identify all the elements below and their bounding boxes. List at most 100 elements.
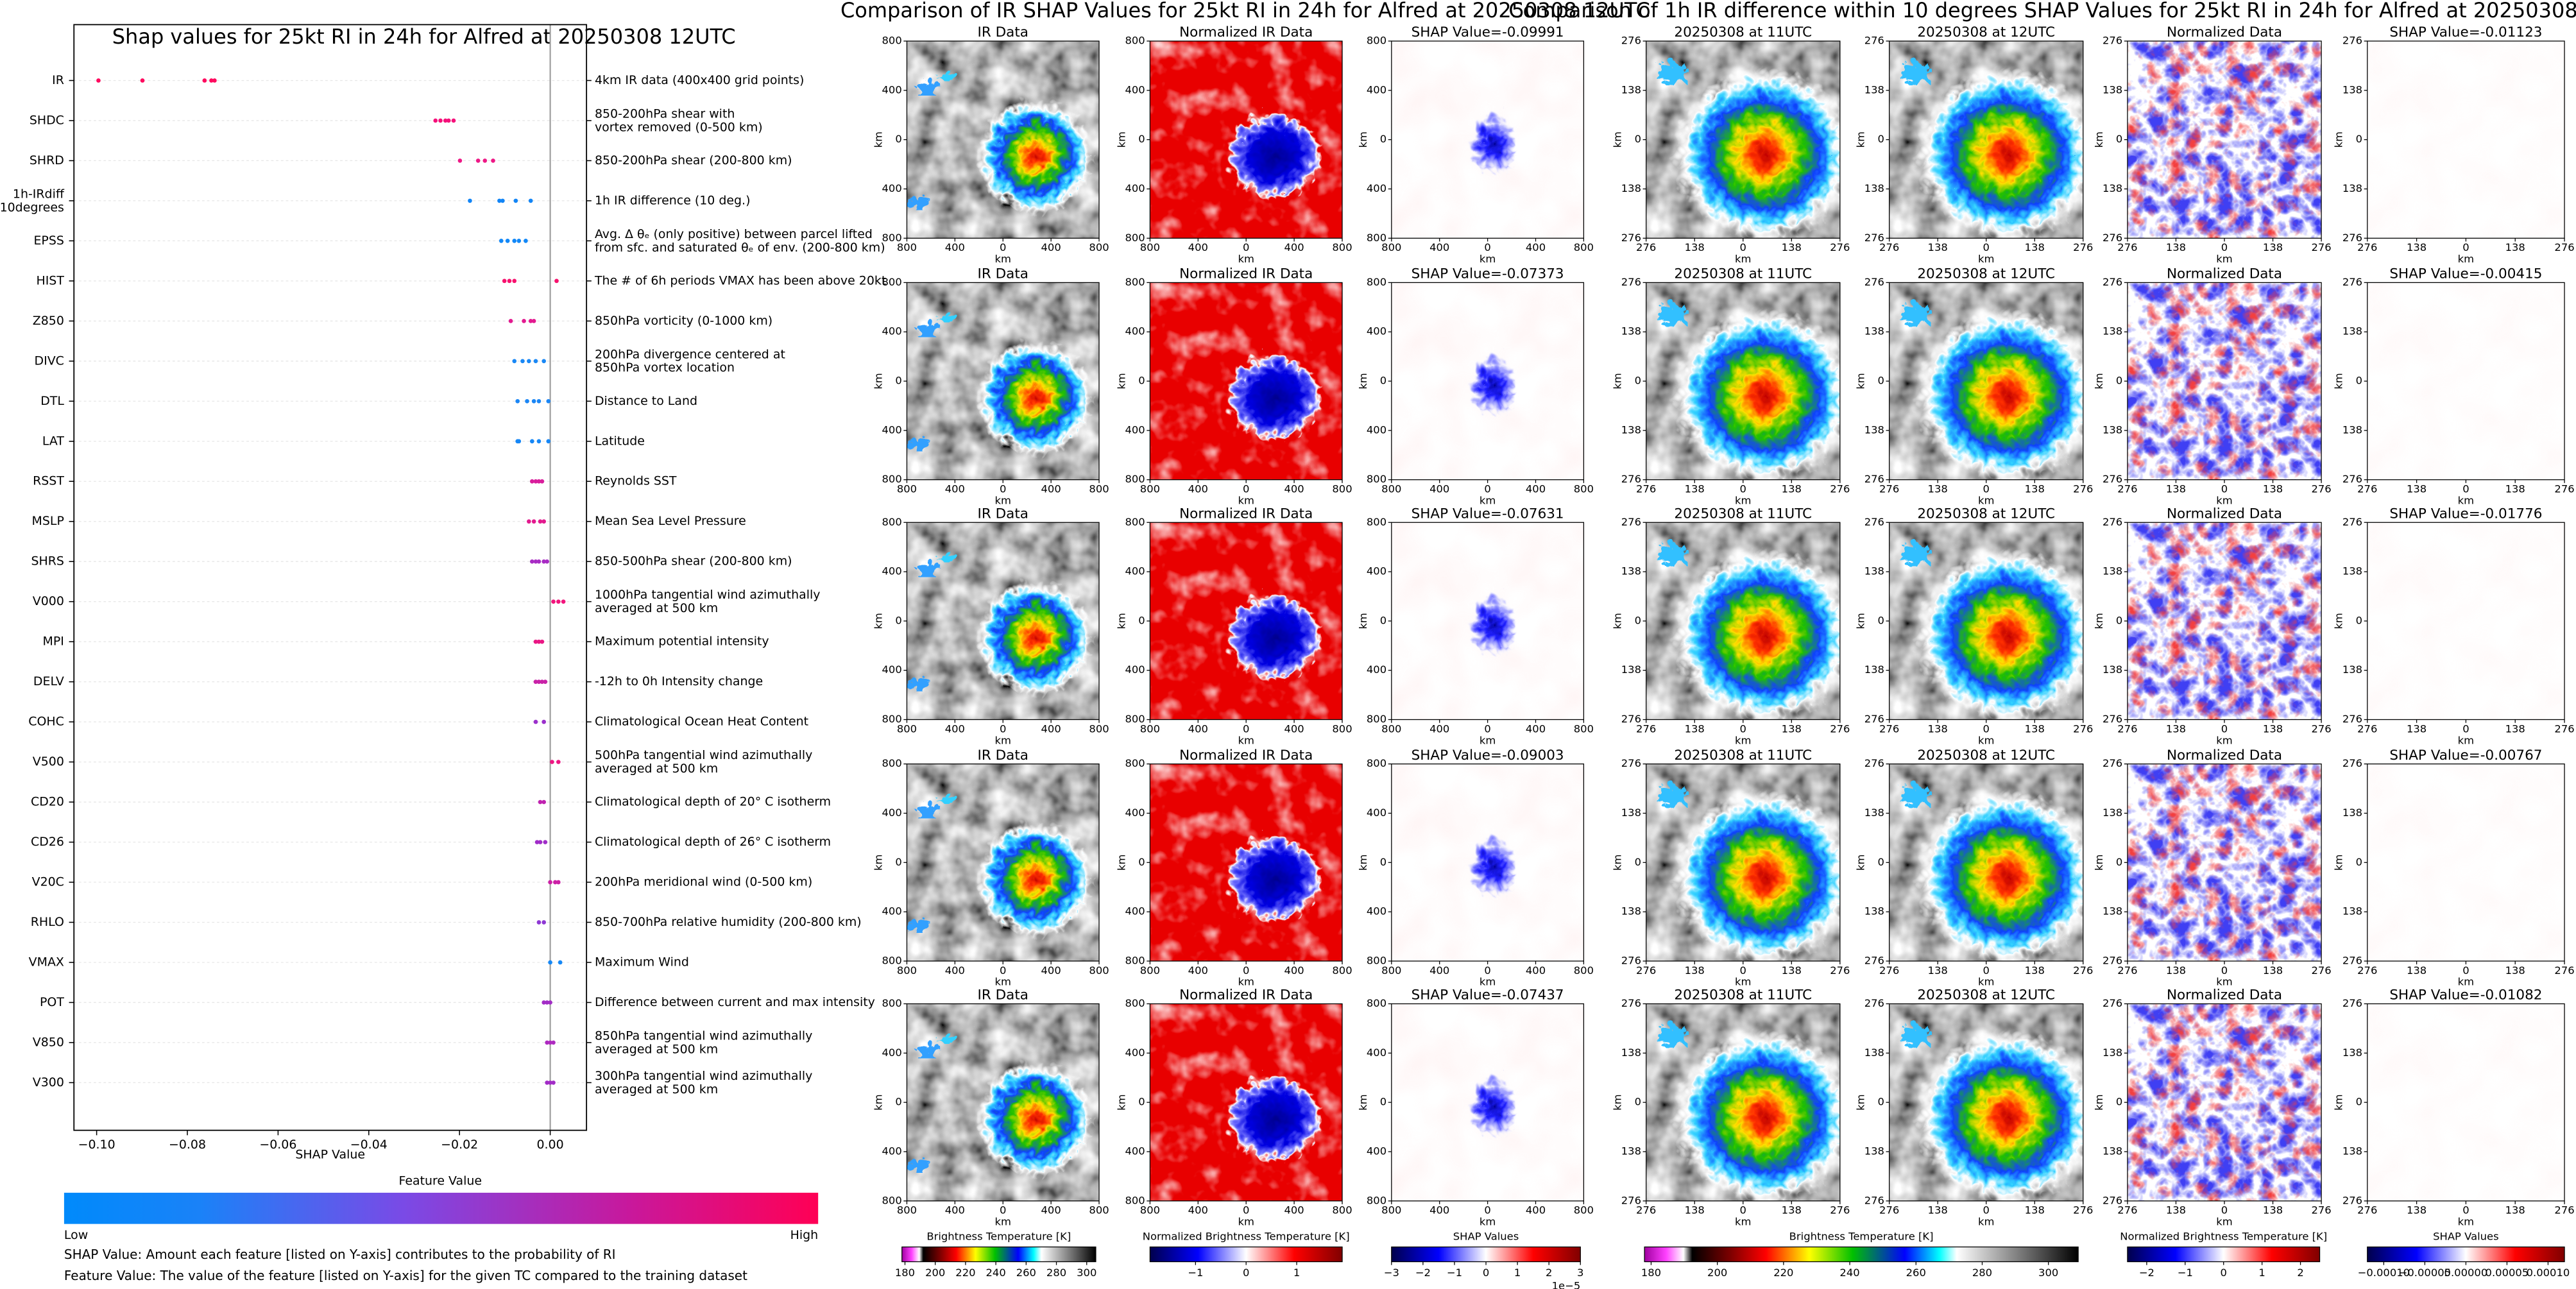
x-tick-label: 400 bbox=[1429, 964, 1449, 977]
colorbar-tick-label: 300 bbox=[1077, 1267, 1096, 1279]
x-axis-label: km bbox=[995, 976, 1011, 988]
x-tick-label: 800 bbox=[1332, 722, 1352, 735]
x-tick-label: 138 bbox=[1685, 241, 1705, 253]
y-tick-label: COHC bbox=[28, 715, 64, 729]
shap-point bbox=[457, 158, 463, 163]
panel-title: Normalized Data bbox=[2167, 506, 2282, 522]
y-tick-label: 400 bbox=[1367, 663, 1386, 676]
y-tick-label: 276 bbox=[2342, 35, 2362, 47]
x-tick-label: 400 bbox=[1429, 1204, 1449, 1216]
y-tick-label: 800 bbox=[1367, 232, 1386, 244]
y-tick-label: 800 bbox=[882, 713, 902, 725]
panel-title: 20250308 at 12UTC bbox=[1917, 747, 2055, 764]
y-tick-label: 400 bbox=[1367, 1046, 1386, 1059]
x-tick-label: 276 bbox=[2554, 964, 2574, 977]
y-tick-label: 800 bbox=[882, 954, 902, 966]
x-tick-label: 800 bbox=[1332, 1204, 1352, 1216]
y-tick-label: SHDC bbox=[30, 113, 64, 127]
shap-point bbox=[512, 359, 517, 364]
x-tick-label: 400 bbox=[1526, 1204, 1546, 1216]
shap-point bbox=[438, 118, 443, 123]
x-tick-label: 138 bbox=[1685, 722, 1705, 735]
y-tick-label: 276 bbox=[1621, 473, 1641, 485]
shap-point bbox=[491, 158, 495, 163]
shap-point bbox=[543, 679, 548, 684]
y-tick-label: 0 bbox=[1635, 375, 1641, 387]
y-tick-label: 400 bbox=[1367, 182, 1386, 194]
colorbar-label: Feature Value bbox=[398, 1174, 482, 1188]
image-panel bbox=[1392, 282, 1584, 479]
x-tick-label: 0 bbox=[1983, 241, 1990, 253]
y-tick-label: 800 bbox=[882, 473, 902, 485]
shap-point bbox=[542, 920, 547, 925]
x-tick-label: 0 bbox=[1983, 722, 1990, 735]
x-axis-label: km bbox=[995, 734, 1011, 746]
y-tick-label: 138 bbox=[2342, 83, 2362, 96]
x-tick-label: 276 bbox=[2554, 722, 2574, 735]
colorbar-tick-label: 3 bbox=[1577, 1267, 1583, 1279]
x-tick-label: 400 bbox=[1284, 1204, 1304, 1216]
x-axis-label: km bbox=[995, 494, 1011, 506]
x-tick-label: 0 bbox=[1484, 722, 1490, 735]
x-tick-label: 800 bbox=[1089, 964, 1109, 977]
x-tick-label: 138 bbox=[2166, 483, 2186, 495]
y-tick-label: 800 bbox=[1125, 997, 1145, 1009]
feature-colorbar bbox=[64, 1192, 819, 1224]
colorbar-tick-label: 280 bbox=[1972, 1267, 1992, 1279]
panel-title: 20250308 at 11UTC bbox=[1674, 24, 1812, 40]
x-axis-label: km bbox=[1480, 253, 1496, 265]
x-tick-label: 138 bbox=[1782, 722, 1802, 735]
x-tick-label: 138 bbox=[1782, 241, 1802, 253]
colorbar-label: Brightness Temperature [K] bbox=[926, 1231, 1071, 1243]
x-tick-label: 0 bbox=[2462, 1204, 2469, 1216]
section-title: Comparison of 1h IR difference within 10… bbox=[1508, 0, 2576, 22]
x-tick-label: 0 bbox=[1484, 964, 1490, 977]
image-panel bbox=[2367, 282, 2564, 479]
y-tick-label: 138 bbox=[2103, 1145, 2122, 1157]
feature-description: The # of 6h periods VMAX has been above … bbox=[594, 273, 886, 287]
panel-title: IR Data bbox=[978, 506, 1028, 522]
shap-point bbox=[546, 398, 551, 404]
y-tick-label: 800 bbox=[1125, 473, 1145, 485]
y-tick-label: 276 bbox=[2103, 473, 2122, 485]
y-tick-label: 276 bbox=[1864, 954, 1884, 966]
x-tick-label: 800 bbox=[897, 483, 917, 495]
colorbar-tick-label: −1 bbox=[1447, 1267, 1462, 1279]
y-tick-label: 0 bbox=[2356, 1096, 2362, 1108]
y-tick-label: 276 bbox=[1621, 713, 1641, 725]
y-tick-label: 0 bbox=[1380, 614, 1386, 626]
x-tick-label: 138 bbox=[2025, 1204, 2045, 1216]
shap-point bbox=[516, 439, 522, 444]
y-tick-label: 138 bbox=[2342, 905, 2362, 918]
y-axis-label: km bbox=[2093, 855, 2105, 871]
feature-description: 1h IR difference (10 deg.) bbox=[595, 193, 751, 207]
image-panel bbox=[1889, 764, 2091, 961]
y-tick-label: 276 bbox=[2342, 473, 2362, 485]
y-tick-label: 138 bbox=[1621, 325, 1641, 337]
y-axis-label: km bbox=[1612, 1094, 1624, 1110]
y-axis-label: km bbox=[1612, 132, 1624, 148]
y-tick-label: 400 bbox=[1367, 423, 1386, 436]
x-tick-label: 800 bbox=[1574, 1204, 1594, 1216]
y-tick-label: 800 bbox=[1125, 232, 1145, 244]
y-tick-label: 276 bbox=[1864, 1194, 1884, 1206]
y-tick-label: Z850 bbox=[33, 314, 64, 328]
x-tick-label: 276 bbox=[1879, 483, 1899, 495]
x-tick-label: 800 bbox=[897, 964, 917, 977]
y-tick-label: 276 bbox=[1864, 232, 1884, 244]
shap-point bbox=[542, 359, 547, 364]
x-tick-label: 276 bbox=[2311, 964, 2331, 977]
x-axis-label: km bbox=[1238, 494, 1254, 506]
y-tick-label: 0 bbox=[2116, 856, 2122, 868]
y-tick-label: 0 bbox=[2356, 856, 2362, 868]
x-tick-label: 138 bbox=[1928, 964, 1948, 977]
shap-point bbox=[533, 679, 538, 684]
y-axis-label: km bbox=[2333, 373, 2345, 389]
y-axis-label: km bbox=[1612, 613, 1624, 629]
x-tick-label: 276 bbox=[1879, 722, 1899, 735]
x-tick-label: 276 bbox=[2357, 241, 2377, 253]
y-tick-label: 138 bbox=[2342, 423, 2362, 436]
y-tick-label: 138 bbox=[1621, 663, 1641, 676]
y-tick-label: V500 bbox=[33, 755, 64, 769]
shap-point bbox=[548, 960, 552, 965]
